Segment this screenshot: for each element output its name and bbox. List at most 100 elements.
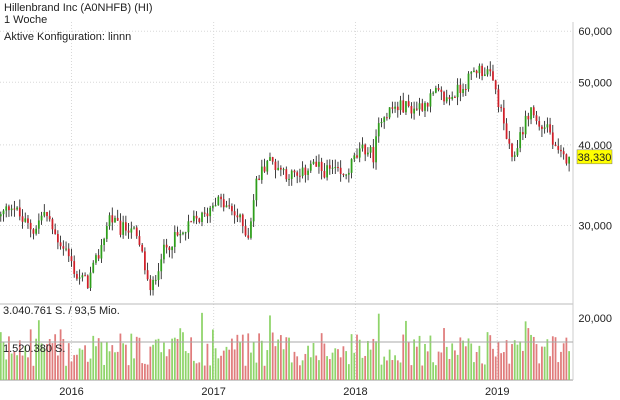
volume-bar	[459, 337, 462, 380]
candle-body	[141, 244, 144, 252]
volume-bar	[13, 351, 16, 380]
candle-body	[527, 115, 530, 120]
candle-body	[508, 138, 511, 144]
candle-body	[546, 124, 549, 128]
candle-body	[543, 127, 546, 129]
volume-bar	[502, 352, 505, 380]
candle-body	[326, 165, 328, 178]
candle-body	[307, 170, 309, 175]
candle-body	[92, 262, 95, 273]
candle-body	[434, 88, 437, 93]
candle-body	[190, 221, 193, 223]
volume-bar	[24, 345, 27, 380]
candle-body	[35, 228, 38, 234]
candle-body	[21, 216, 24, 222]
volume-bar	[48, 339, 51, 380]
volume-bar	[32, 365, 35, 380]
candle-body	[54, 229, 57, 235]
volume-bar	[154, 339, 157, 380]
candle-body	[505, 123, 508, 139]
candle-body	[448, 97, 451, 99]
candle-body	[220, 196, 222, 200]
volume-bar	[551, 336, 554, 380]
candle-body	[500, 107, 503, 109]
volume-bar	[149, 346, 152, 380]
volume-bar	[388, 349, 391, 380]
volume-bar	[478, 345, 481, 380]
candle-body	[318, 161, 320, 167]
candle-body	[154, 279, 157, 281]
volume-bar	[78, 348, 81, 380]
candle-body	[475, 70, 478, 74]
volume-bar	[451, 343, 454, 380]
volume-bar	[361, 357, 364, 380]
volume-bar	[522, 350, 524, 380]
candle-body	[394, 106, 396, 109]
volume-bar	[76, 354, 78, 380]
candle-body	[421, 103, 424, 111]
volume-bar	[372, 338, 375, 380]
volume-bar	[326, 356, 328, 380]
config-label: Aktive Konfiguration: linnn	[4, 31, 132, 43]
candle-body	[467, 73, 470, 90]
candle-body	[198, 218, 201, 222]
candle-body	[513, 155, 516, 157]
volume-bar	[410, 365, 413, 380]
candle-body	[383, 117, 386, 123]
candle-body	[369, 147, 372, 153]
volume-bar	[364, 355, 367, 380]
volume-bar	[114, 352, 116, 380]
candle-body	[269, 157, 271, 161]
candle-body	[535, 115, 538, 122]
volume-bar	[157, 338, 160, 380]
candle-body	[173, 232, 176, 247]
volume-bar	[263, 365, 266, 380]
candle-body	[250, 221, 252, 238]
volume-bar	[209, 365, 212, 380]
candle-body	[377, 123, 380, 137]
volume-bar	[206, 343, 209, 380]
volume-bar	[62, 338, 65, 380]
candle-body	[152, 279, 154, 291]
volume-bar	[54, 334, 57, 380]
candle-body	[358, 148, 361, 158]
volume-bar	[89, 358, 92, 380]
candle-body	[424, 103, 426, 111]
candle-body	[456, 84, 459, 98]
candle-body	[288, 178, 290, 180]
chart-grid	[0, 22, 574, 381]
candle-body	[260, 166, 263, 180]
volume-bar	[217, 358, 220, 380]
candle-body	[290, 170, 293, 179]
volume-bar	[489, 335, 492, 380]
candle-body	[233, 211, 236, 216]
candle-body	[212, 205, 214, 208]
volume-bar	[353, 352, 356, 380]
candle-body	[432, 92, 435, 94]
candle-body	[557, 145, 560, 150]
volume-bars	[0, 312, 570, 380]
volume-bar	[222, 350, 225, 380]
candle-body	[255, 178, 258, 201]
candle-body	[73, 261, 76, 274]
volume-bar	[516, 344, 519, 380]
candle-body	[296, 172, 299, 176]
chart-title: Hillenbrand Inc (A0NHFB) (HI)	[4, 2, 153, 14]
volume-bar	[231, 338, 233, 380]
volume-bar	[255, 362, 258, 380]
volume-bar	[65, 365, 67, 380]
y-tick-label: 40,000	[578, 140, 612, 152]
candle-body	[40, 215, 43, 221]
candle-body	[372, 147, 375, 163]
y-tick-label: 30,000	[578, 221, 612, 233]
volume-bar	[2, 341, 5, 380]
candle-body	[130, 228, 133, 233]
candle-body	[100, 245, 103, 259]
volume-tick-label: 20,000	[578, 313, 612, 325]
volume-bar	[81, 349, 84, 380]
volume-bar	[282, 349, 285, 380]
candle-body	[391, 107, 394, 109]
volume-bar	[43, 348, 46, 380]
candle-body	[554, 144, 557, 146]
volume-bar	[454, 350, 456, 380]
